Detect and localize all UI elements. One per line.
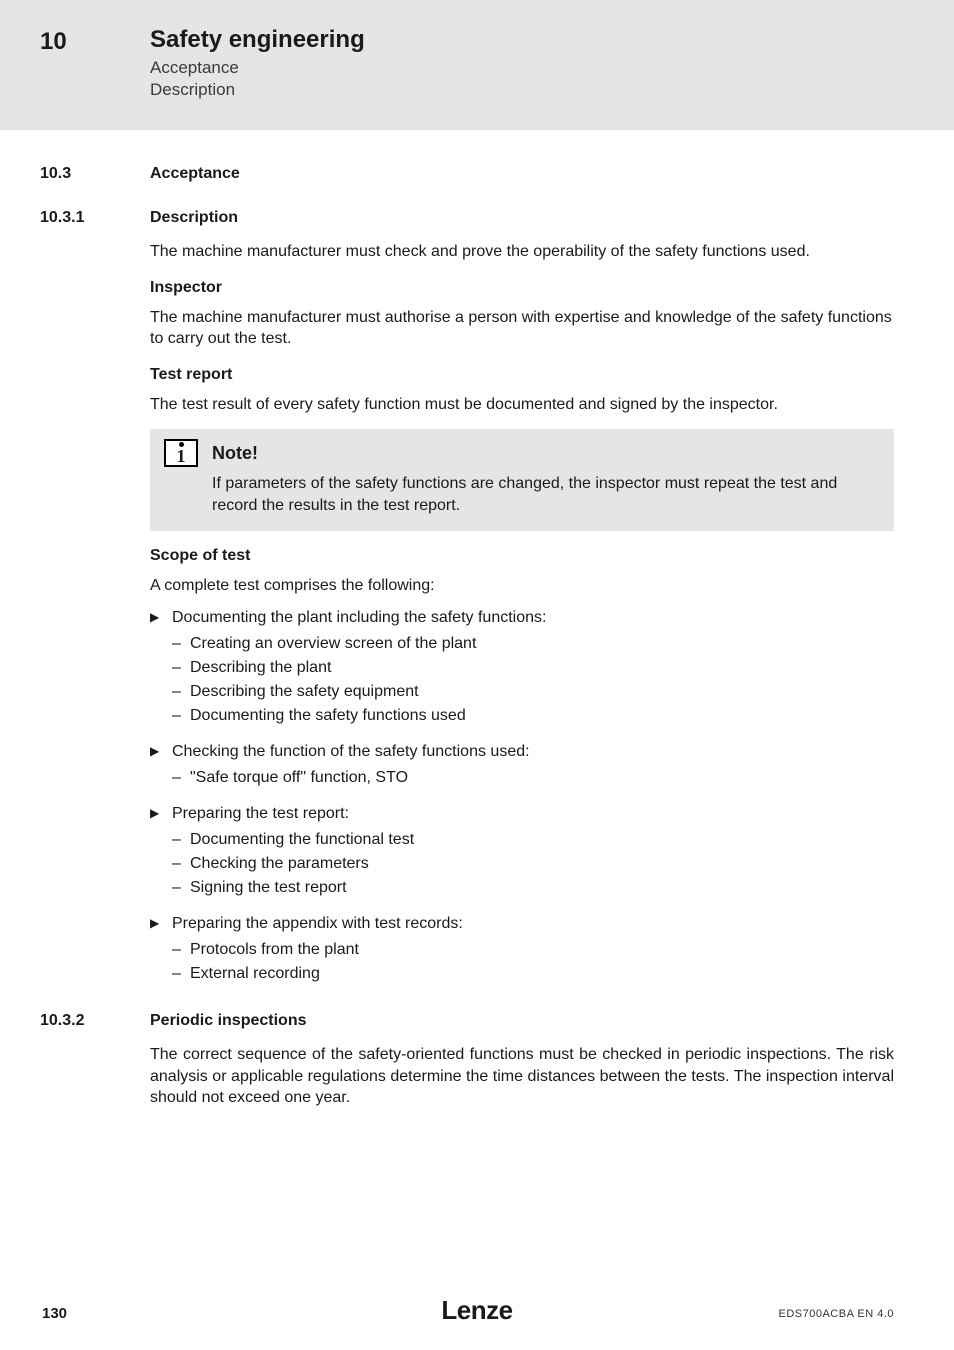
section-10-3-2: 10.3.2 Periodic inspections (40, 1012, 894, 1030)
section-10-3-1: 10.3.1 Description (40, 209, 894, 227)
list-item: Documenting the safety functions used (172, 704, 894, 728)
note-box: 1 Note! If parameters of the safety func… (150, 429, 894, 530)
list-item: Signing the test report (172, 876, 894, 900)
list-item: Checking the parameters (172, 852, 894, 876)
section-title: Description (150, 209, 238, 227)
note-title: Note! (212, 443, 258, 464)
paragraph-inspector: The machine manufacturer must authorise … (150, 307, 894, 350)
chapter-subtitle-1: Acceptance (150, 58, 239, 78)
section-number: 10.3 (40, 165, 150, 183)
list-item: Preparing the appendix with test records… (150, 912, 894, 986)
list-item: Checking the function of the safety func… (150, 740, 894, 790)
heading-inspector: Inspector (150, 279, 894, 297)
bullet-list-level1: Documenting the plant including the safe… (150, 606, 894, 986)
paragraph-scope: A complete test comprises the following: (150, 575, 894, 597)
list-item-text: Documenting the plant including the safe… (172, 609, 546, 626)
section-title: Periodic inspections (150, 1012, 306, 1030)
info-icon: 1 (164, 439, 198, 467)
chapter-subtitle-2: Description (150, 80, 235, 100)
list-item: External recording (172, 962, 894, 986)
brand-logo: Lenze (441, 1295, 512, 1326)
paragraph-test-report: The test result of every safety function… (150, 394, 894, 416)
list-item-text: Preparing the appendix with test records… (172, 915, 463, 932)
header-band: 10 Safety engineering Acceptance Descrip… (0, 0, 954, 130)
document-id: EDS700ACBA EN 4.0 (778, 1308, 894, 1320)
bullet-list-level2: Protocols from the plant External record… (172, 938, 894, 986)
heading-test-report: Test report (150, 366, 894, 384)
list-item: Preparing the test report: Documenting t… (150, 802, 894, 900)
chapter-number: 10 (40, 28, 67, 56)
note-body: If parameters of the safety functions ar… (212, 473, 880, 516)
paragraph-periodic: The correct sequence of the safety-orien… (150, 1044, 894, 1109)
bullet-list-level2: Creating an overview screen of the plant… (172, 632, 894, 728)
list-item: "Safe torque off" function, STO (172, 766, 894, 790)
list-item: Describing the safety equipment (172, 680, 894, 704)
bullet-list-level2: "Safe torque off" function, STO (172, 766, 894, 790)
chapter-title: Safety engineering (150, 26, 365, 54)
section-number: 10.3.1 (40, 209, 150, 227)
list-item: Documenting the functional test (172, 828, 894, 852)
list-item-text: Preparing the test report: (172, 805, 349, 822)
list-item: Documenting the plant including the safe… (150, 606, 894, 728)
page-number: 130 (42, 1305, 67, 1322)
section-number: 10.3.2 (40, 1012, 150, 1030)
list-item: Protocols from the plant (172, 938, 894, 962)
paragraph-intro: The machine manufacturer must check and … (150, 241, 894, 263)
page-content: 10.3 Acceptance 10.3.1 Description The m… (0, 130, 954, 1109)
list-item: Describing the plant (172, 656, 894, 680)
bullet-list-level2: Documenting the functional test Checking… (172, 828, 894, 900)
page-footer: 130 Lenze EDS700ACBA EN 4.0 (0, 1292, 954, 1322)
list-item-text: Checking the function of the safety func… (172, 743, 530, 760)
list-item: Creating an overview screen of the plant (172, 632, 894, 656)
section-10-3: 10.3 Acceptance (40, 165, 894, 183)
section-title: Acceptance (150, 165, 240, 183)
heading-scope: Scope of test (150, 547, 894, 565)
